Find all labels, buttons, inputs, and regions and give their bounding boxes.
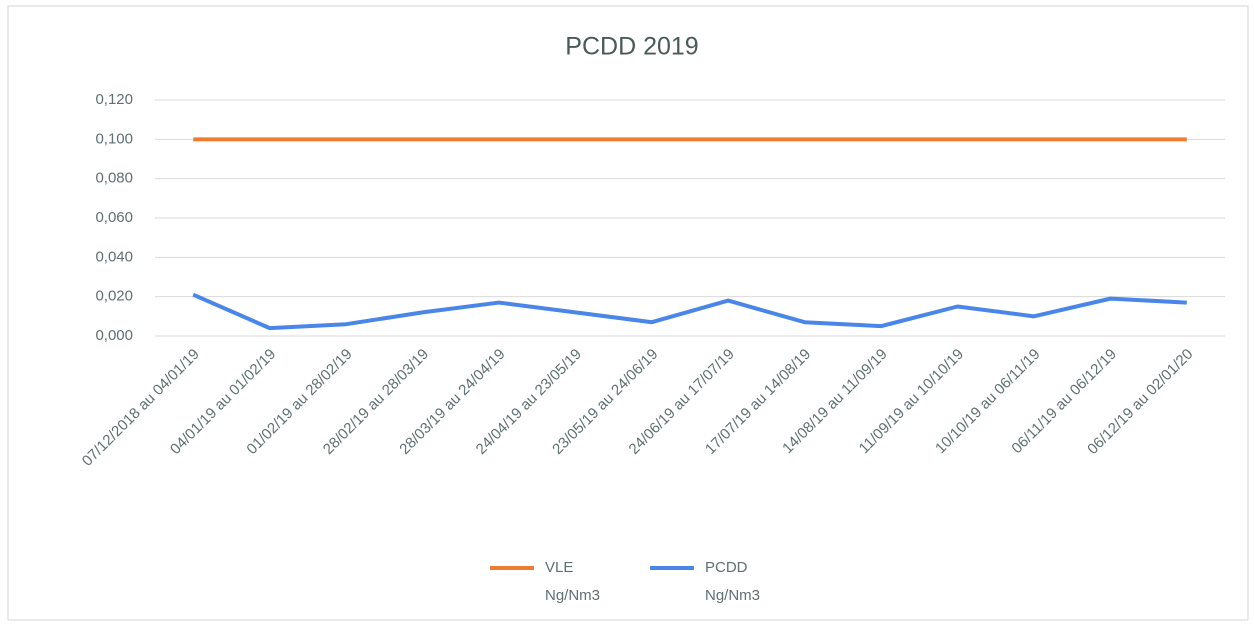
y-tick-label: 0,040 (95, 248, 133, 265)
legend-label-line: PCDD (705, 559, 748, 576)
legend-label: PCDD Ng/Nm3 (705, 559, 760, 604)
legend-label: VLE Ng/Nm3 (545, 559, 600, 604)
y-tick-label: 0,120 (95, 91, 133, 108)
series-line (192, 292, 1187, 331)
y-tick-label: 0,100 (95, 130, 133, 147)
legend-label-line: VLE (545, 559, 573, 576)
y-tick-label: 0,080 (95, 170, 133, 187)
legend-label-line: Ng/Nm3 (705, 587, 760, 604)
legend-label-line: Ng/Nm3 (545, 587, 600, 604)
y-tick-label: 0,020 (95, 288, 133, 305)
y-tick-label: 0,060 (95, 209, 133, 226)
chart-frame (7, 5, 1249, 621)
y-tick-label: 0,000 (95, 327, 133, 344)
chart-title: PCDD 2019 (565, 33, 698, 61)
